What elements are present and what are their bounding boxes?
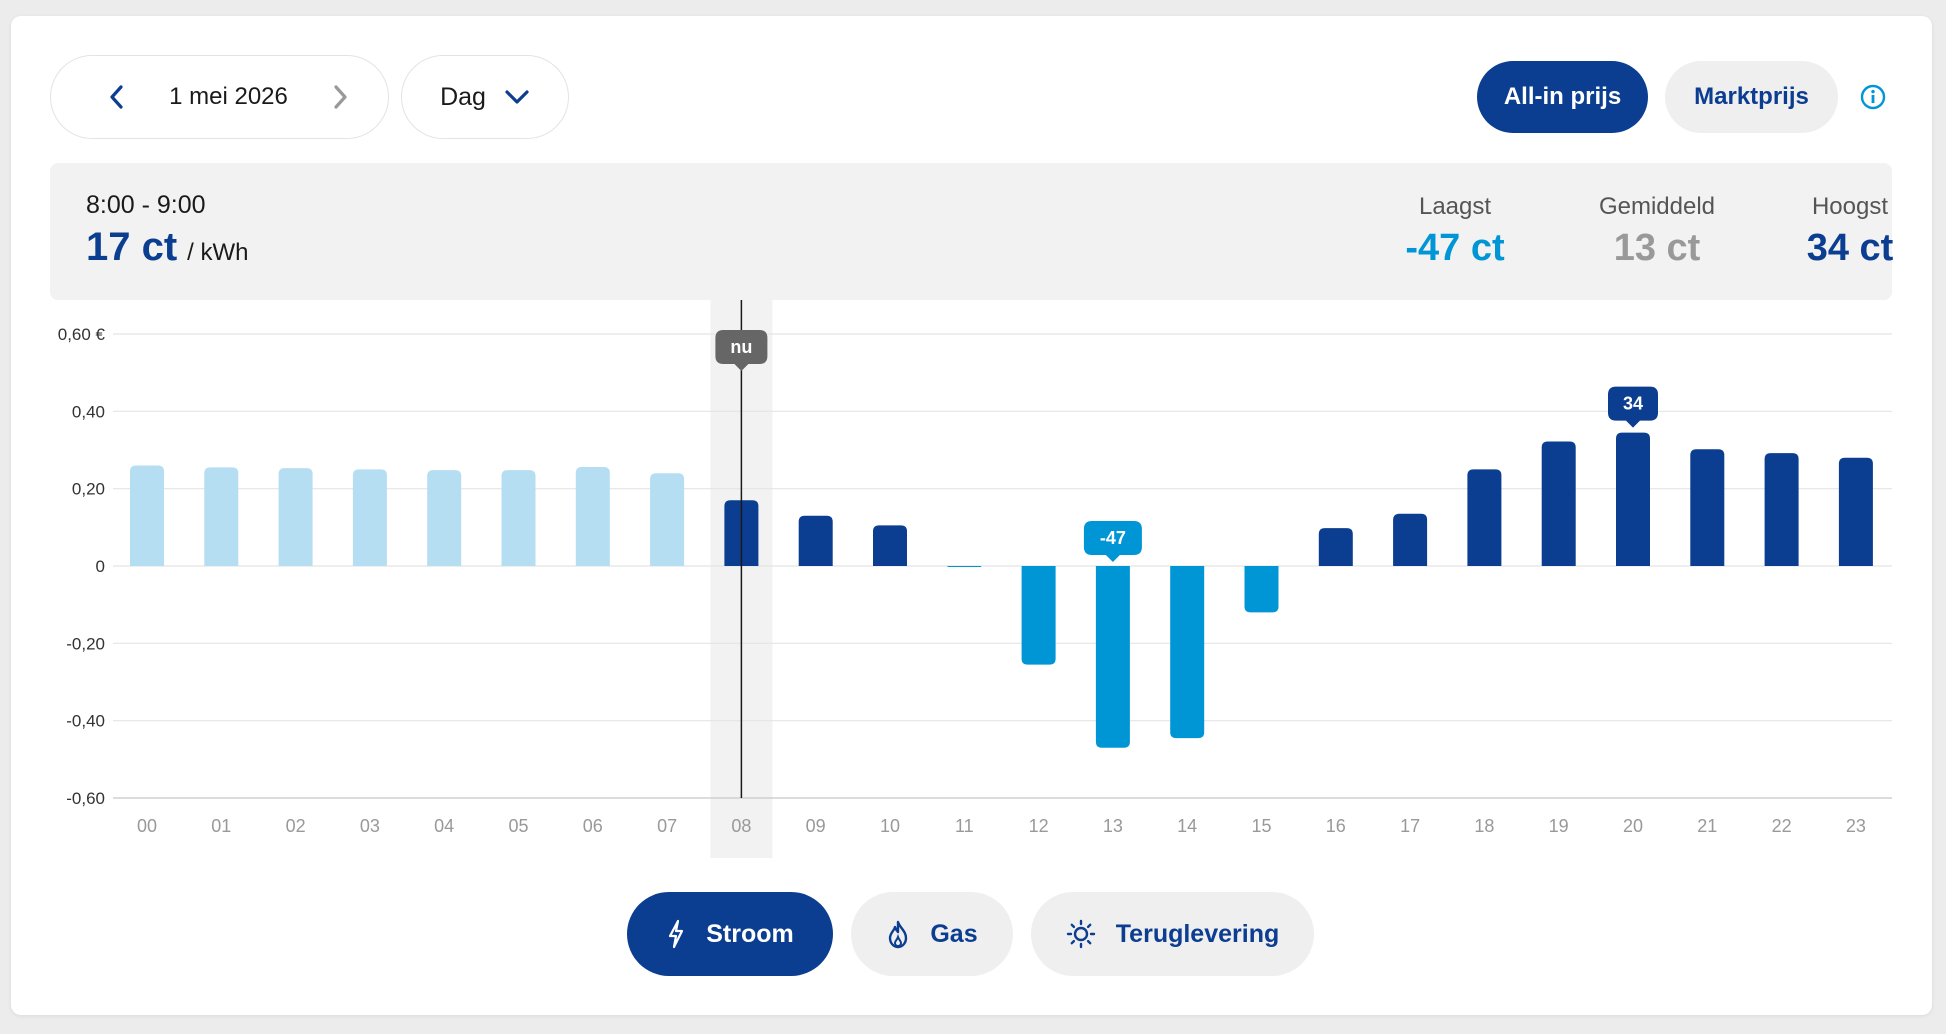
tab-stroom[interactable]: Stroom (627, 892, 833, 976)
y-tick-label: 0,20 (72, 480, 105, 499)
y-tick-label: 0,40 (72, 402, 105, 421)
lowest-marker-bubble (1083, 521, 1142, 562)
x-tick-label: 14 (1177, 816, 1197, 836)
chevron-left-icon (110, 85, 123, 109)
price-bar (1244, 566, 1279, 613)
previous-day-button[interactable] (101, 82, 131, 112)
x-tick-label: 01 (211, 816, 231, 836)
x-tick-label: 06 (583, 816, 603, 836)
price-bar (947, 566, 982, 567)
allin-price-button[interactable]: All-in prijs (1477, 61, 1648, 133)
tab-gas-label: Gas (930, 919, 978, 948)
price-bar (575, 467, 610, 566)
chevron-right-icon (334, 85, 347, 109)
price-bar (427, 470, 462, 566)
price-bar (1095, 566, 1130, 748)
price-bar (204, 467, 239, 566)
x-tick-label: 18 (1474, 816, 1494, 836)
x-tick-label: 16 (1326, 816, 1346, 836)
price-bar (798, 515, 833, 566)
x-tick-label: 03 (360, 816, 380, 836)
info-icon[interactable] (1860, 84, 1886, 110)
price-bar (1318, 528, 1353, 566)
date-label: 1 mei 2026 (169, 83, 288, 110)
price-summary: 8:00 - 9:00 17 ct / kWh Laagst -47 ct Ge… (50, 163, 1893, 300)
y-tick-label: -0,60 (66, 789, 105, 808)
x-tick-label: 19 (1549, 816, 1569, 836)
x-tick-label: 12 (1029, 816, 1049, 836)
highest-label: Hoogst (1811, 193, 1889, 220)
x-tick-label: 11 (955, 816, 974, 836)
market-price-button[interactable]: Marktprijs (1665, 61, 1838, 133)
price-bar (1467, 469, 1502, 566)
x-tick-label: 07 (657, 816, 677, 836)
chevron-down-icon (505, 90, 529, 104)
y-tick-label: 0 (96, 557, 105, 576)
price-bar (1021, 566, 1056, 665)
highest-marker-bubble (1608, 386, 1658, 428)
sun-icon (1066, 919, 1095, 949)
now-marker-bubble (715, 330, 768, 371)
highest-marker-label: 34 (1623, 394, 1643, 414)
average-stat: Gemiddeld 13 ct (1557, 193, 1757, 270)
period-dropdown[interactable]: Dag (401, 55, 569, 139)
x-tick-label: 02 (286, 816, 306, 836)
x-tick-label: 00 (137, 816, 157, 836)
y-tick-label: -0,20 (66, 634, 105, 653)
average-value: 13 ct (1613, 227, 1701, 269)
highest-value: 34 ct (1806, 227, 1894, 269)
x-tick-label: 20 (1623, 816, 1643, 836)
period-label: Dag (440, 82, 486, 111)
next-day-button[interactable] (326, 82, 356, 112)
current-price-value: 17 ct (86, 225, 178, 269)
price-bar (1764, 453, 1799, 566)
tab-stroom-label: Stroom (706, 919, 794, 948)
x-tick-label: 10 (880, 816, 900, 836)
price-bar (1690, 449, 1725, 566)
highest-stat: Hoogst 34 ct (1750, 193, 1946, 270)
x-tick-label: 05 (508, 816, 528, 836)
lowest-stat: Laagst -47 ct (1355, 193, 1555, 270)
x-tick-label: 15 (1251, 816, 1271, 836)
lightning-icon (669, 919, 684, 949)
average-label: Gemiddeld (1598, 193, 1716, 220)
price-unit: / kWh (187, 239, 249, 266)
x-tick-label: 04 (434, 816, 454, 836)
x-tick-label: 22 (1772, 816, 1792, 836)
flame-icon (889, 920, 908, 949)
price-bar (650, 473, 685, 566)
price-bar (352, 469, 387, 566)
price-bar (1541, 441, 1576, 566)
x-tick-label: 09 (806, 816, 826, 836)
lowest-label: Laagst (1418, 193, 1492, 220)
now-marker-label: nu (730, 337, 752, 357)
lowest-value: -47 ct (1405, 227, 1505, 269)
date-navigator: 1 mei 2026 (50, 55, 389, 139)
y-tick-label: -0,40 (66, 712, 105, 731)
current-price: 17 ct / kWh (86, 225, 249, 270)
price-bar (1393, 513, 1428, 566)
price-bar (501, 470, 536, 566)
x-tick-label: 08 (731, 816, 751, 836)
tab-teruglevering-label: Teruglevering (1115, 919, 1280, 948)
price-bar (1838, 457, 1873, 566)
price-bar (873, 525, 907, 566)
price-bar (1170, 566, 1205, 739)
x-tick-label: 17 (1400, 816, 1420, 836)
x-tick-label: 23 (1846, 816, 1866, 836)
tab-gas[interactable]: Gas (851, 892, 1013, 976)
lowest-marker-label: -47 (1100, 528, 1126, 548)
x-tick-label: 21 (1697, 816, 1717, 836)
selected-time-range: 8:00 - 9:00 (86, 191, 206, 219)
price-bar (278, 468, 313, 566)
price-bar (130, 465, 164, 566)
x-tick-label: 13 (1103, 816, 1123, 836)
y-tick-label: 0,60 € (58, 325, 106, 344)
tab-teruglevering[interactable]: Teruglevering (1031, 892, 1314, 976)
price-bar (1616, 432, 1650, 566)
